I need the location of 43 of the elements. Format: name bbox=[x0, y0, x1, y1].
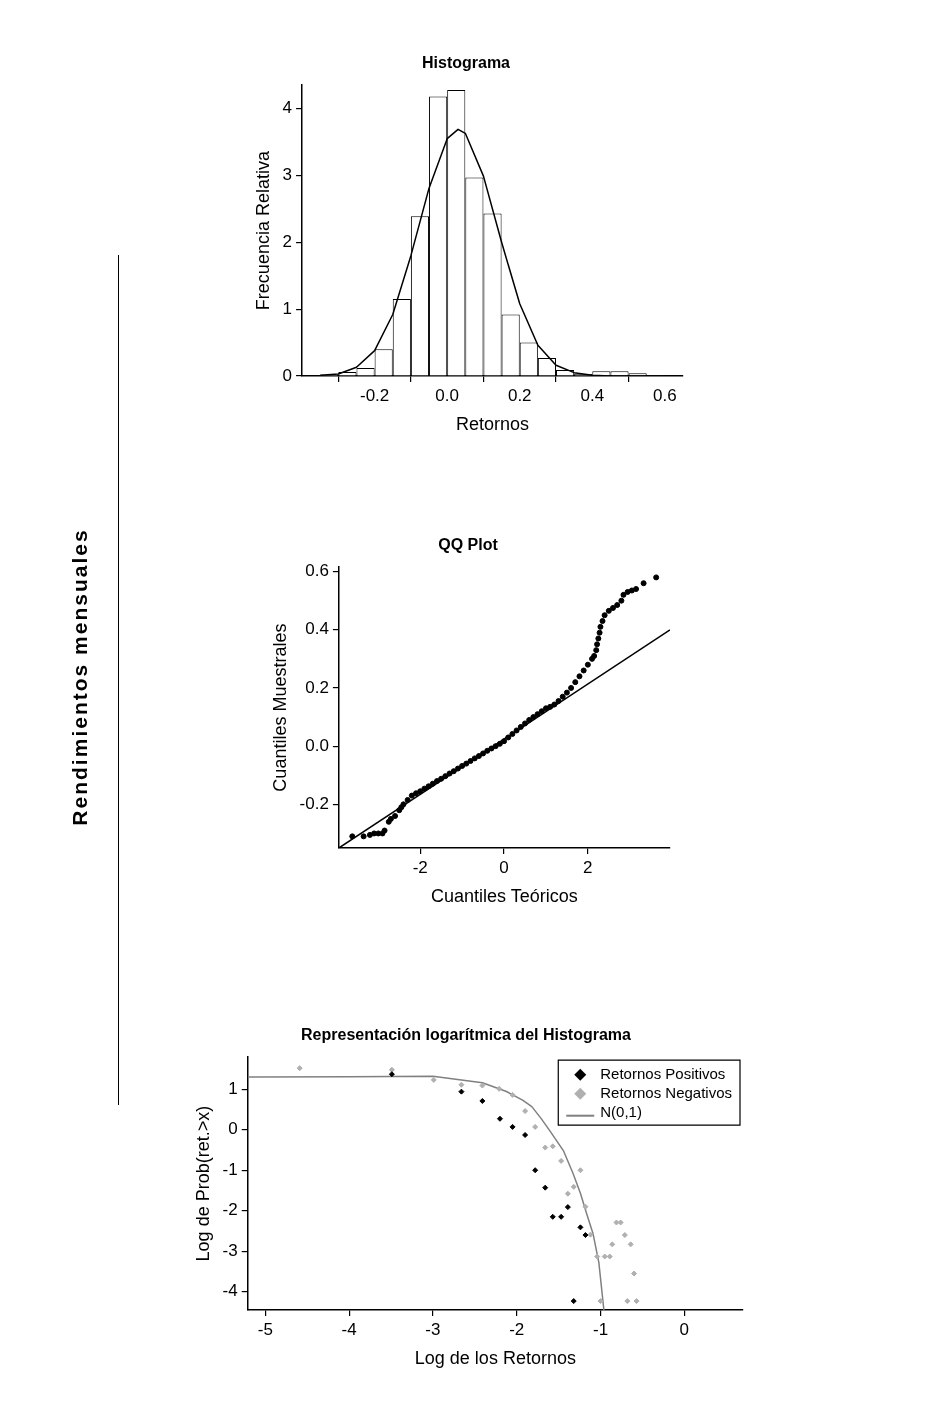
y-tick-label: -3 bbox=[222, 1240, 238, 1260]
chart-title: QQ Plot bbox=[438, 536, 499, 554]
x-axis-title: Retornos bbox=[456, 414, 530, 435]
x-tick-label: 2 bbox=[583, 857, 593, 877]
x-tick-label: 0 bbox=[679, 1319, 690, 1339]
y-tick-label: 2 bbox=[282, 231, 293, 251]
text: Rendimientos mensuales bbox=[68, 527, 92, 828]
chart-title: Representación logarítmica del Histograma bbox=[301, 1026, 632, 1044]
y-tick-label: -0.2 bbox=[299, 794, 329, 814]
y-tick-label: 1 bbox=[282, 298, 293, 318]
x-tick-label: 0.4 bbox=[580, 385, 605, 405]
x-axis-title: Log de los Retornos bbox=[414, 1348, 576, 1369]
x-tick-label: -2 bbox=[509, 1319, 525, 1339]
x-tick-label: -2 bbox=[412, 857, 428, 877]
y-tick-label: 3 bbox=[282, 165, 293, 185]
y-tick-label: 4 bbox=[282, 98, 293, 118]
y-axis-title: Frecuencia Relativa bbox=[252, 150, 273, 311]
x-tick-label: -0.2 bbox=[359, 385, 390, 405]
y-tick-label: 0.0 bbox=[305, 735, 329, 755]
x-tick-label: -4 bbox=[341, 1319, 357, 1339]
x-axis-title: Cuantiles Teóricos bbox=[431, 886, 578, 907]
x-tick-label: -1 bbox=[592, 1319, 609, 1339]
y-tick-label: 0 bbox=[282, 365, 293, 385]
y-tick-label: 0 bbox=[228, 1119, 238, 1139]
y-tick-label: 1 bbox=[228, 1078, 238, 1098]
legend-label: N(0,1) bbox=[600, 1102, 642, 1120]
y-axis-title: Cuantiles Muestrales bbox=[269, 623, 290, 792]
y-tick-label: -2 bbox=[222, 1200, 238, 1220]
x-tick-label: 0 bbox=[499, 857, 509, 877]
y-axis-title: Log de Prob(ret.>x) bbox=[192, 1105, 213, 1262]
legend-label: Retornos Negativos bbox=[600, 1083, 732, 1101]
legend-label: Retornos Positivos bbox=[600, 1064, 726, 1082]
y-tick-label: 0.2 bbox=[305, 677, 329, 697]
y-tick-label: 0.4 bbox=[305, 619, 329, 639]
chart-title: Histograma bbox=[421, 54, 511, 72]
x-tick-label: -5 bbox=[257, 1319, 273, 1339]
y-tick-label: -4 bbox=[222, 1281, 238, 1301]
x-tick-label: 0.2 bbox=[507, 385, 532, 405]
x-tick-label: 0.0 bbox=[435, 385, 459, 405]
x-tick-label: 0.6 bbox=[653, 385, 677, 405]
y-tick-label: 0.6 bbox=[305, 561, 329, 581]
x-tick-label: -3 bbox=[425, 1319, 441, 1339]
y-tick-label: -1 bbox=[222, 1159, 238, 1179]
